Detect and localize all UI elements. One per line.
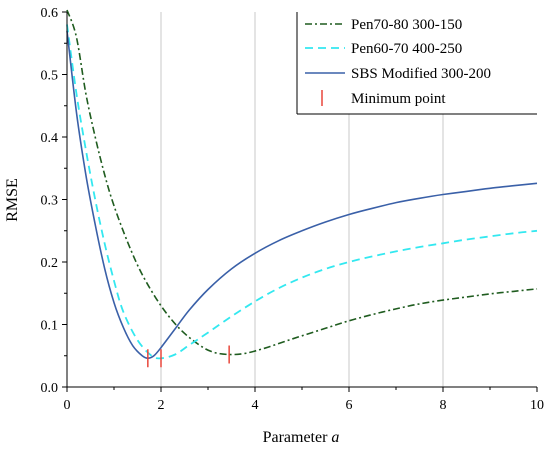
y-tick-label: 0.4 xyxy=(41,131,59,146)
x-tick-label: 0 xyxy=(64,398,71,413)
x-axis-symbol: a xyxy=(331,429,339,446)
legend-label-sbs: SBS Modified 300-200 xyxy=(351,66,491,82)
x-tick-label: 6 xyxy=(346,398,353,413)
axes: 0 2 4 6 8 10 0.0 0.1 0.2 0.3 0.4 0.5 0.6 xyxy=(41,6,545,413)
series-line-0 xyxy=(66,9,538,356)
legend: Pen70-80 300-150 Pen60-70 400-250 SBS Mo… xyxy=(296,12,537,115)
x-tick-label: 8 xyxy=(440,398,447,413)
series-layer xyxy=(66,9,538,360)
x-tick-label: 10 xyxy=(530,398,544,413)
minimum-markers xyxy=(147,345,230,368)
y-tick-label: 0.2 xyxy=(41,256,59,271)
legend-label-minimum: Minimum point xyxy=(351,91,446,107)
x-axis-title: Parameter a xyxy=(263,429,340,446)
x-tick-label: 4 xyxy=(252,398,259,413)
series-line-1 xyxy=(66,24,538,360)
x-axis-title-text: Parameter xyxy=(263,429,329,446)
y-tick-label: 0.0 xyxy=(41,381,59,396)
y-tick-label: 0.1 xyxy=(41,319,59,334)
legend-label-pen70: Pen70-80 300-150 xyxy=(351,17,462,33)
y-tick-label: 0.6 xyxy=(41,6,59,21)
x-tick-label: 2 xyxy=(158,398,165,413)
series-line-2 xyxy=(66,30,538,360)
y-axis-title: RMSE xyxy=(4,178,21,222)
legend-label-pen60: Pen60-70 400-250 xyxy=(351,41,462,57)
y-tick-label: 0.3 xyxy=(41,194,59,209)
legend-box xyxy=(297,12,537,114)
y-tick-label: 0.5 xyxy=(41,69,59,84)
